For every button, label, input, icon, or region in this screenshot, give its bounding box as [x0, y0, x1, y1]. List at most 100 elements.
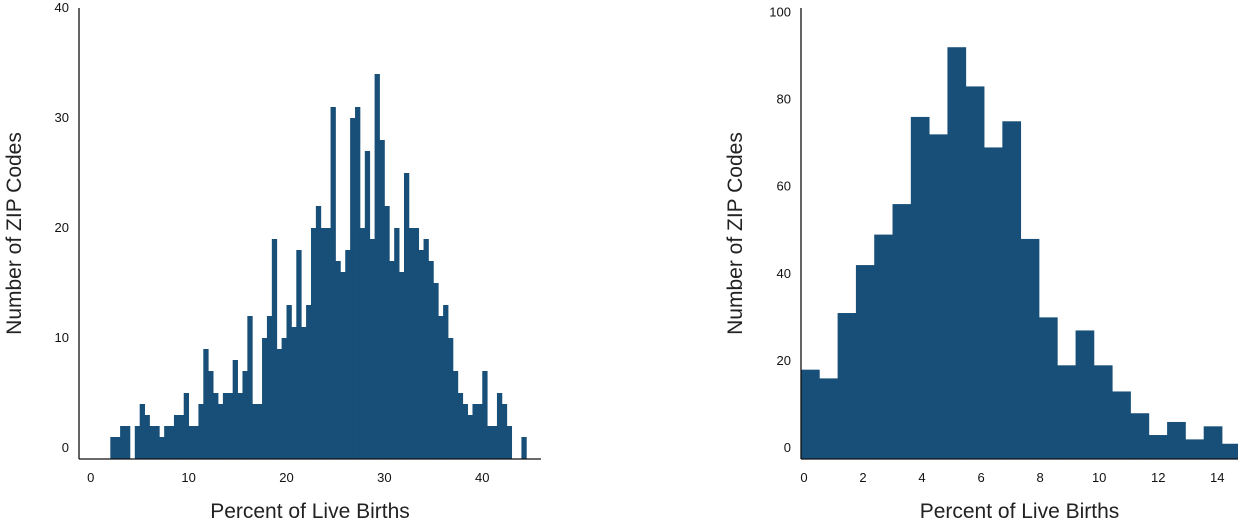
histogram-bar [232, 360, 238, 459]
histogram-bar [139, 404, 145, 459]
histogram-bar [340, 272, 346, 459]
histogram-bar [110, 437, 116, 459]
x-tick-label: 10 [1092, 470, 1106, 485]
histogram-bar [286, 305, 292, 459]
histogram-bar [345, 250, 351, 459]
histogram-bar [467, 415, 473, 459]
y-tick-label: 0 [784, 440, 791, 455]
histogram-bar [521, 437, 527, 459]
histogram-bar [330, 107, 336, 459]
histogram-bar [115, 437, 121, 459]
histogram-bar [159, 437, 165, 459]
histogram-bar [1020, 238, 1040, 459]
histogram-bar [874, 234, 893, 459]
x-tick-label: 10 [181, 470, 195, 485]
histogram-bar [477, 404, 483, 459]
histogram-bar [350, 118, 356, 459]
histogram-bar [428, 261, 434, 459]
histogram-bar [462, 404, 468, 459]
histogram-bar [408, 228, 415, 459]
histogram-bar [247, 316, 253, 459]
histogram-bar [188, 426, 194, 459]
histogram-bar [855, 265, 875, 459]
histogram-bar [384, 206, 390, 459]
histogram-bar [892, 204, 912, 459]
x-tick-label: 4 [918, 470, 925, 485]
histogram-bar [257, 404, 263, 459]
histogram-bar [355, 107, 361, 459]
histogram-bar [320, 228, 327, 459]
x-axis-title: Percent of Live Births [920, 500, 1120, 523]
histogram-bar [482, 371, 488, 459]
histogram-bar [369, 239, 375, 459]
histogram-bar [217, 404, 224, 459]
y-tick-label: 80 [777, 92, 791, 107]
histogram-bar [183, 393, 190, 459]
histogram-bar [389, 261, 395, 459]
histogram-bar [1130, 413, 1150, 459]
histogram-bar [506, 426, 513, 459]
histogram-bar [173, 415, 180, 459]
histogram-bar [452, 371, 459, 459]
histogram-bar [501, 404, 508, 459]
histogram-bar [496, 393, 503, 459]
x-tick-label: 20 [279, 470, 293, 485]
histogram-bar [413, 228, 420, 459]
histogram-bar [947, 47, 967, 459]
histogram-bar [457, 393, 464, 459]
histogram-bar [910, 116, 930, 459]
histogram-bar [394, 228, 400, 459]
histogram-bar [1075, 330, 1095, 459]
histogram-bar [1148, 435, 1168, 459]
histogram-bar [399, 272, 405, 459]
histogram-bar [1203, 426, 1223, 459]
x-axis-title: Percent of Live Births [210, 500, 410, 523]
histogram-bar [438, 316, 444, 459]
histogram-bar [227, 393, 234, 459]
histogram-bar [487, 426, 493, 459]
histogram-bar [1038, 317, 1058, 459]
x-tick-label: 6 [977, 470, 984, 485]
histogram-bar [801, 369, 820, 459]
histogram-bar [178, 415, 185, 459]
histogram-bar [448, 338, 454, 459]
histogram-bar [203, 349, 209, 459]
histogram-bar [213, 393, 219, 459]
histogram-bar [1222, 443, 1238, 459]
histogram-bar [169, 426, 175, 459]
histogram-bar [262, 338, 268, 459]
histogram-bar [310, 228, 317, 459]
histogram-bar [1185, 439, 1205, 459]
histogram-bar [198, 404, 204, 459]
histogram-bar [1167, 421, 1186, 459]
histogram-bar [306, 305, 312, 459]
histogram-bar [379, 140, 385, 459]
histogram-bar [164, 426, 170, 459]
y-tick-label: 10 [55, 330, 69, 345]
x-tick-label: 12 [1151, 470, 1165, 485]
histogram-bar [222, 393, 229, 459]
histogram-bar [271, 239, 278, 459]
histogram-bar [1093, 365, 1113, 459]
y-tick-label: 100 [769, 4, 791, 19]
histogram-bar [242, 371, 248, 459]
y-tick-label: 0 [62, 440, 69, 455]
histogram-bar [472, 404, 478, 459]
histogram-bar [120, 426, 126, 459]
histogram-bar [208, 371, 214, 459]
histogram-bar [252, 404, 258, 459]
histogram-bar [1057, 365, 1076, 459]
histogram-bar [374, 74, 380, 459]
y-tick-label: 20 [777, 353, 791, 368]
histogram-bar [291, 327, 297, 459]
histogram-bar [237, 393, 243, 459]
histogram-bar [929, 134, 948, 459]
histogram-bar [125, 426, 131, 459]
histogram-bar [819, 378, 838, 459]
histogram-bar [492, 426, 498, 459]
x-tick-label: 14 [1210, 470, 1224, 485]
histogram-bar [965, 86, 985, 460]
y-tick-label: 40 [55, 0, 69, 15]
histogram-bar [134, 426, 141, 459]
